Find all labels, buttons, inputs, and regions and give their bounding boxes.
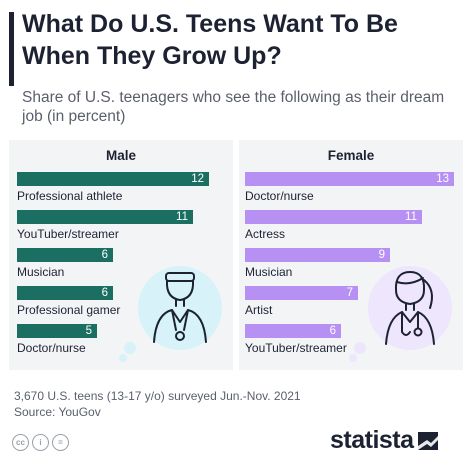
female-category-label: Doctor/nurse	[245, 189, 314, 203]
male-bar-value: 11	[176, 211, 188, 223]
male-bar: 12	[17, 172, 209, 186]
female-bar-value: 6	[329, 325, 336, 337]
male-category-label: Professional gamer	[17, 303, 121, 317]
male-bar-value: 6	[101, 287, 108, 299]
male-bar: 5	[17, 324, 97, 338]
female-bar-value: 13	[436, 173, 449, 185]
female-bar-value: 7	[346, 287, 353, 299]
male-bar-value: 12	[191, 173, 204, 185]
female-bar: 9	[245, 248, 390, 262]
female-bar: 11	[245, 210, 422, 224]
male-bar: 6	[17, 286, 113, 300]
female-bar: 13	[245, 172, 454, 186]
statista-mark-icon	[417, 431, 438, 450]
female-panel-title: Female	[327, 148, 375, 163]
license-icons[interactable]: cc i =	[12, 434, 69, 451]
source-text: Source: YouGov	[14, 405, 101, 419]
male-bar: 11	[17, 210, 193, 224]
male-category-label: YouTuber/streamer	[17, 227, 119, 241]
male-bar-value: 6	[101, 249, 108, 261]
male-person-icon	[119, 266, 222, 362]
female-bar-value: 9	[378, 249, 385, 261]
no-derivatives-icon[interactable]: =	[52, 434, 69, 451]
brand-name: statista	[330, 426, 414, 454]
statista-logo[interactable]: statista	[330, 426, 439, 455]
male-bar: 6	[17, 248, 113, 262]
female-category-label: Actress	[245, 227, 286, 241]
attribution-icon[interactable]: i	[32, 434, 49, 451]
male-bar-value: 5	[85, 325, 92, 337]
female-person-icon	[349, 266, 452, 362]
male-category-label: Doctor/nurse	[17, 341, 86, 355]
chart-subtitle: Share of U.S. teenagers who see the foll…	[22, 89, 445, 125]
male-category-label: Musician	[17, 265, 65, 279]
female-category-label: Artist	[245, 303, 273, 317]
male-panel-title: Male	[105, 148, 136, 163]
female-category-label: Musician	[245, 265, 293, 279]
chart-title: What Do U.S. Teens Want To Be When They …	[22, 10, 398, 70]
title-accent-bar	[9, 12, 14, 86]
survey-note: 3,670 U.S. teens (13-17 y/o) surveyed Ju…	[14, 389, 301, 403]
female-bar: 7	[245, 286, 358, 300]
female-bar: 6	[245, 324, 341, 338]
male-category-label: Professional athlete	[17, 189, 123, 203]
female-category-label: YouTuber/streamer	[245, 341, 347, 355]
cc-license-icon[interactable]: cc	[12, 434, 29, 451]
female-bar-value: 11	[405, 211, 417, 223]
